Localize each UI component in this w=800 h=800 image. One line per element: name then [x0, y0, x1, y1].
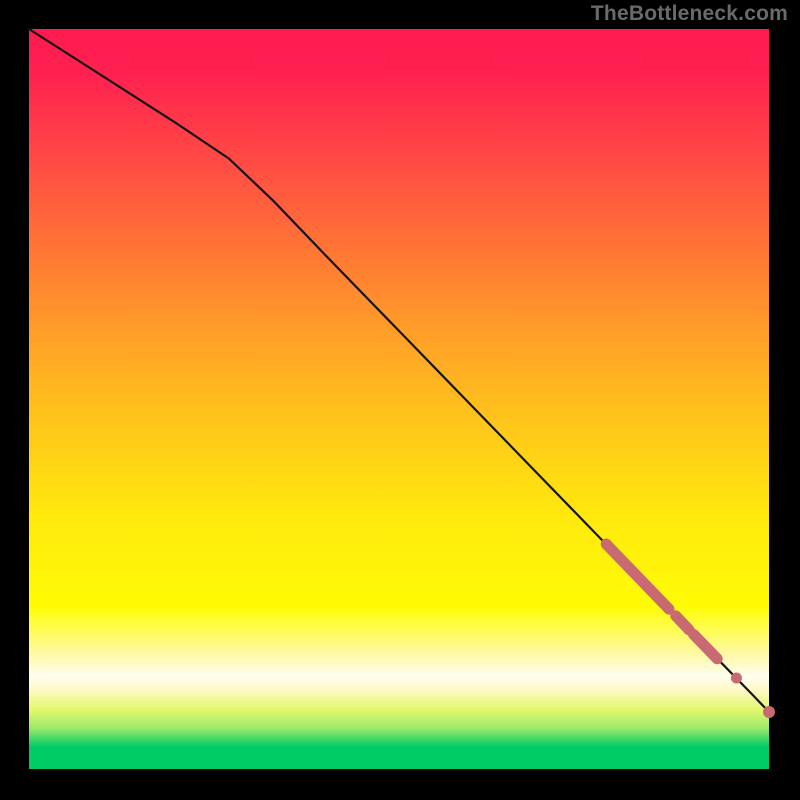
marker-dot — [763, 706, 775, 718]
chart-background — [29, 29, 769, 769]
chart-svg — [0, 0, 800, 800]
marker-dot — [731, 672, 742, 683]
attribution-label: TheBottleneck.com — [591, 2, 788, 26]
chart-stage: TheBottleneck.com — [0, 0, 800, 800]
